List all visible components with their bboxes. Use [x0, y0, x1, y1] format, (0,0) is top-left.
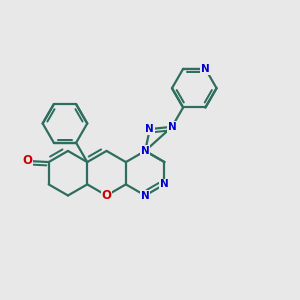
- Text: N: N: [160, 179, 169, 189]
- Text: O: O: [102, 189, 112, 202]
- Text: N: N: [146, 124, 154, 134]
- Text: N: N: [141, 190, 149, 200]
- Text: N: N: [201, 64, 210, 74]
- Text: N: N: [141, 146, 149, 156]
- Text: N: N: [168, 122, 176, 132]
- Text: O: O: [22, 154, 32, 167]
